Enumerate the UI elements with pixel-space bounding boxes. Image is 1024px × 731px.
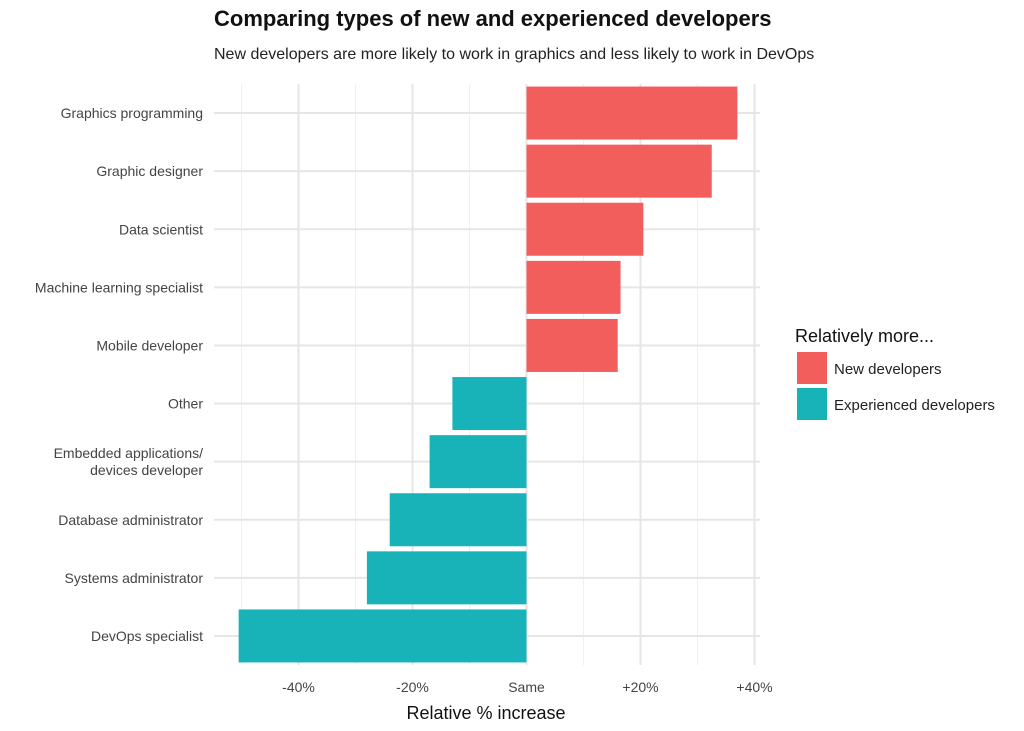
category-label: Embedded applications/devices developer [54,445,204,478]
bar [526,202,644,256]
x-axis-title: Relative % increase [406,703,565,723]
category-label: Graphic designer [96,163,203,179]
category-label: Systems administrator [65,570,204,586]
grid-lines [214,84,760,665]
category-labels: Graphics programming Graphic designer Data… [35,105,203,644]
category-label: Other [168,396,203,412]
category-label: Data scientist [119,221,203,237]
x-tick-label: +20% [622,679,658,695]
bar [526,144,712,198]
category-label: Database administrator [58,512,203,528]
x-tick-label: -40% [282,679,315,695]
bar [452,377,527,431]
legend-swatch-new-developers [797,352,827,384]
chart-subtitle: New developers are more likely to work i… [214,46,815,63]
category-label: Graphics programming [61,105,203,121]
bar [526,318,618,372]
bar [429,435,527,489]
legend-title: Relatively more... [795,326,934,346]
category-label: Machine learning specialist [35,279,203,295]
bar [526,260,621,314]
category-label: DevOps specialist [91,628,203,644]
chart-title: Comparing types of new and experienced d… [214,6,772,31]
bars [238,86,738,663]
x-tick-labels: -40% -20% Same +20% +40% [282,679,772,695]
legend-label-experienced-developers: Experienced developers [834,397,995,414]
bar [366,551,527,605]
legend-swatch-experienced-developers [797,388,827,420]
bar [389,493,527,547]
x-tick-label: Same [508,679,545,695]
x-tick-label: +40% [736,679,772,695]
legend-label-new-developers: New developers [834,361,942,378]
category-label: Mobile developer [96,337,203,353]
x-tick-label: -20% [396,679,429,695]
legend: Relatively more... New developers Experi… [795,326,995,420]
bar [238,609,527,663]
bar [526,86,738,140]
